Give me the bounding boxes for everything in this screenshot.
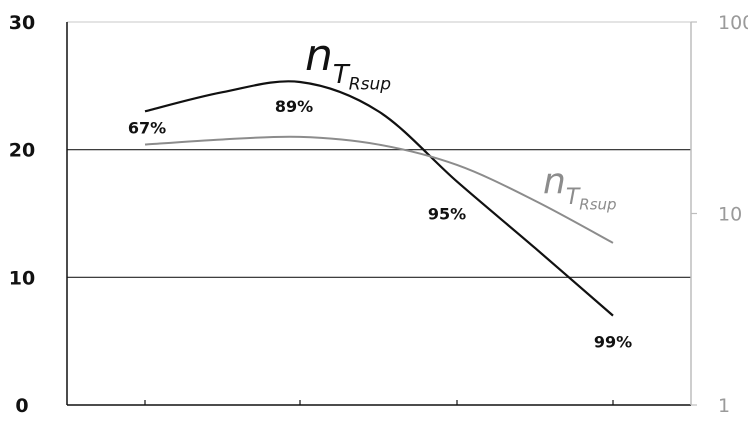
data-label: 99% <box>594 333 632 352</box>
series-name-subsub: Rsup <box>579 195 616 213</box>
series-name-base: n <box>305 30 333 81</box>
data-label: 89% <box>275 97 313 116</box>
y-right-tick-label: 1 <box>718 395 730 417</box>
y-left-tick-label: 10 <box>9 267 35 289</box>
y-right-tick-label: 10 <box>718 204 742 226</box>
data-label: 95% <box>428 205 466 224</box>
series-name-dark: nTRsup <box>305 30 391 95</box>
series-name-gray: nTRsup <box>543 161 617 213</box>
series-name-text: nTRsup <box>305 30 391 95</box>
series-name-sub: T <box>333 60 351 90</box>
gridlines <box>67 21 691 278</box>
tick-labels: 0 10 20 30 1 10 100 <box>9 12 748 417</box>
series-line-gray <box>144 135 614 244</box>
series-name-base: n <box>543 161 566 202</box>
series-name-text: nTRsup <box>543 161 617 213</box>
y-left-tick-label: 20 <box>9 140 35 162</box>
series-name-sub: T <box>566 185 581 210</box>
y-left-tick-label: 30 <box>9 12 35 34</box>
series-lines <box>144 80 614 317</box>
data-label: 67% <box>128 118 166 137</box>
series-line-dark <box>144 80 614 317</box>
y-right-tick-label: 100 <box>718 12 748 34</box>
y-left-tick-label: 0 <box>15 395 28 417</box>
data-labels: 67% 89% 95% 99% <box>128 97 632 352</box>
series-name-subsub: Rsup <box>349 75 391 95</box>
